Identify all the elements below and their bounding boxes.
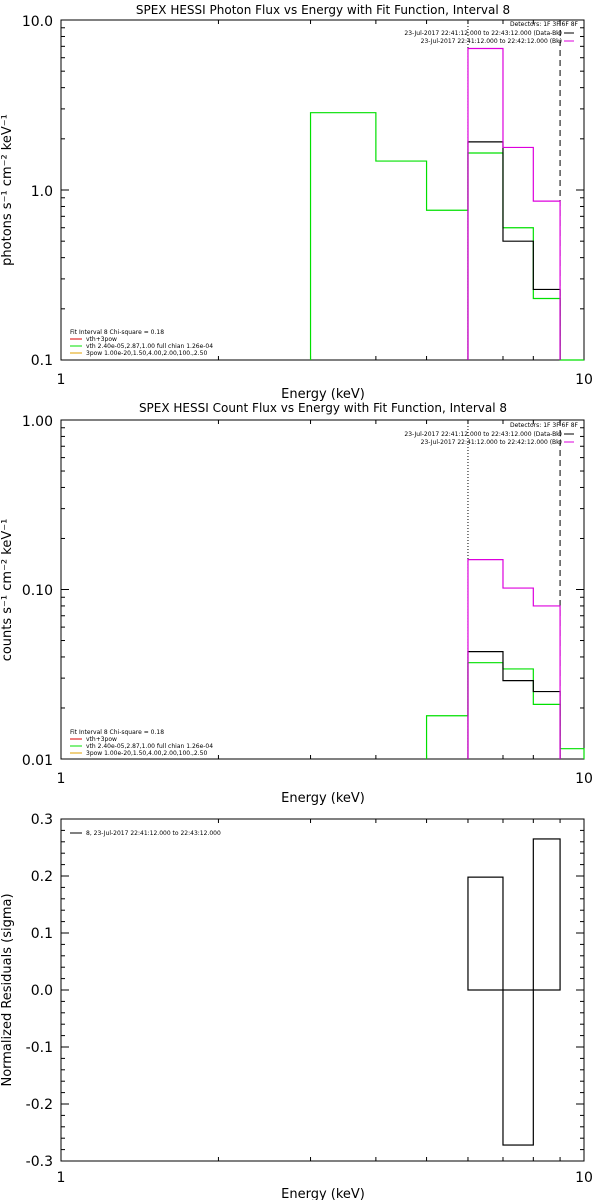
- count-legend-fit: Fit Interval 8 Chi-square = 0.18: [70, 729, 164, 736]
- chart-marks: -0.3 -0.2 -0.1 0.0 0.1 0.2 0.3: [26, 19, 585, 1170]
- series-step-1-1: [467, 651, 561, 759]
- residuals-legend: 8, 23-Jul-2017 22:41:12.000 to 22:43:12.…: [86, 830, 221, 837]
- count-legend-detectors: Detectors: 1F 3F 6F 8F: [510, 422, 579, 429]
- photon-ytick-1.0: 1.0: [31, 184, 53, 200]
- count-xtick-10: 10: [575, 771, 593, 787]
- residuals-ytick-5: 0.2: [31, 869, 53, 885]
- photon-xtick-1: 1: [57, 372, 66, 388]
- count-flux-ylabel: counts s⁻¹ cm⁻² keV⁻¹: [0, 519, 15, 662]
- count-legend-model: vth+3pow: [86, 736, 117, 743]
- count-flux-xlabel: Energy (keV): [281, 791, 365, 806]
- residual-bar-1: [502, 989, 534, 1146]
- residuals-ylabel: Normalized Residuals (sigma): [0, 893, 15, 1086]
- residuals-xtick-10: 10: [575, 1170, 593, 1186]
- residuals-panel: Energy (keV) Normalized Residuals (sigma…: [0, 830, 593, 1202]
- photon-legend-bk: 23-Jul-2017 22:41:12.000 to 22:42:12.000…: [421, 38, 562, 45]
- photon-legend-vth: vth 2.40e-05,2.87,1.00 full chian 1.26e-…: [86, 343, 213, 350]
- residuals-ytick-4: 0.1: [31, 926, 53, 942]
- photon-xtick-10: 10: [575, 372, 593, 388]
- photon-ytick-0.1: 0.1: [31, 353, 53, 369]
- residuals-xtick-1: 1: [57, 1170, 66, 1186]
- count-xtick-1: 1: [57, 771, 66, 787]
- photon-ytick-10.0: 10.0: [22, 14, 53, 30]
- photon-flux-xlabel: Energy (keV): [281, 387, 365, 402]
- residuals-ytick-0: -0.3: [26, 1154, 53, 1170]
- count-flux-title: SPEX HESSI Count Flux vs Energy with Fit…: [139, 401, 507, 415]
- count-legend-vth: vth 2.40e-05,2.87,1.00 full chian 1.26e-…: [86, 743, 213, 750]
- photon-legend-3pow: 3pow 1.00e-20,1.50,4.00,2.00,100.,2.50: [86, 350, 207, 357]
- count-legend-bk: 23-Jul-2017 22:41:12.000 to 22:42:12.000…: [421, 439, 562, 446]
- photon-flux-panel: SPEX HESSI Photon Flux vs Energy with Fi…: [0, 3, 593, 402]
- photon-legend-detectors: Detectors: 1F 3F 6F 8F: [510, 21, 579, 28]
- series-step-0-1: [467, 141, 561, 360]
- photon-flux-title: SPEX HESSI Photon Flux vs Energy with Fi…: [136, 3, 510, 17]
- series-step-0-0: [309, 112, 584, 361]
- plot-frame-0: [60, 19, 585, 361]
- residuals-ytick-1: -0.2: [26, 1097, 53, 1113]
- residuals-ytick-6: 0.3: [31, 812, 53, 828]
- series-step-1-2: [467, 559, 561, 759]
- residuals-ytick-3: 0.0: [31, 983, 53, 999]
- residuals-ytick-2: -0.1: [26, 1040, 53, 1056]
- residual-bar-0: [467, 876, 504, 991]
- count-legend-data: 23-Jul-2017 22:41:12.000 to 22:43:12.000…: [404, 431, 562, 438]
- plot-frame-1: [60, 419, 585, 760]
- series-step-1-0: [425, 662, 585, 759]
- photon-legend-data: 23-Jul-2017 22:41:12.000 to 22:43:12.000…: [404, 30, 562, 37]
- count-flux-panel: SPEX HESSI Count Flux vs Energy with Fit…: [0, 401, 593, 806]
- photon-legend-model: vth+3pow: [86, 336, 117, 343]
- residuals-xlabel: Energy (keV): [281, 1187, 365, 1200]
- count-ytick-0.10: 0.10: [22, 583, 53, 599]
- series-step-0-2: [467, 47, 561, 360]
- photon-flux-ylabel: photons s⁻¹ cm⁻² keV⁻¹: [0, 114, 15, 266]
- count-ytick-0.01: 0.01: [22, 753, 53, 769]
- count-legend-3pow: 3pow 1.00e-20,1.50,4.00,2.00,100.,2.50: [86, 750, 207, 757]
- photon-legend-fit: Fit Interval 8 Chi-square = 0.18: [70, 329, 164, 336]
- count-ytick-1.00: 1.00: [22, 414, 53, 430]
- residual-bar-2: [532, 838, 561, 991]
